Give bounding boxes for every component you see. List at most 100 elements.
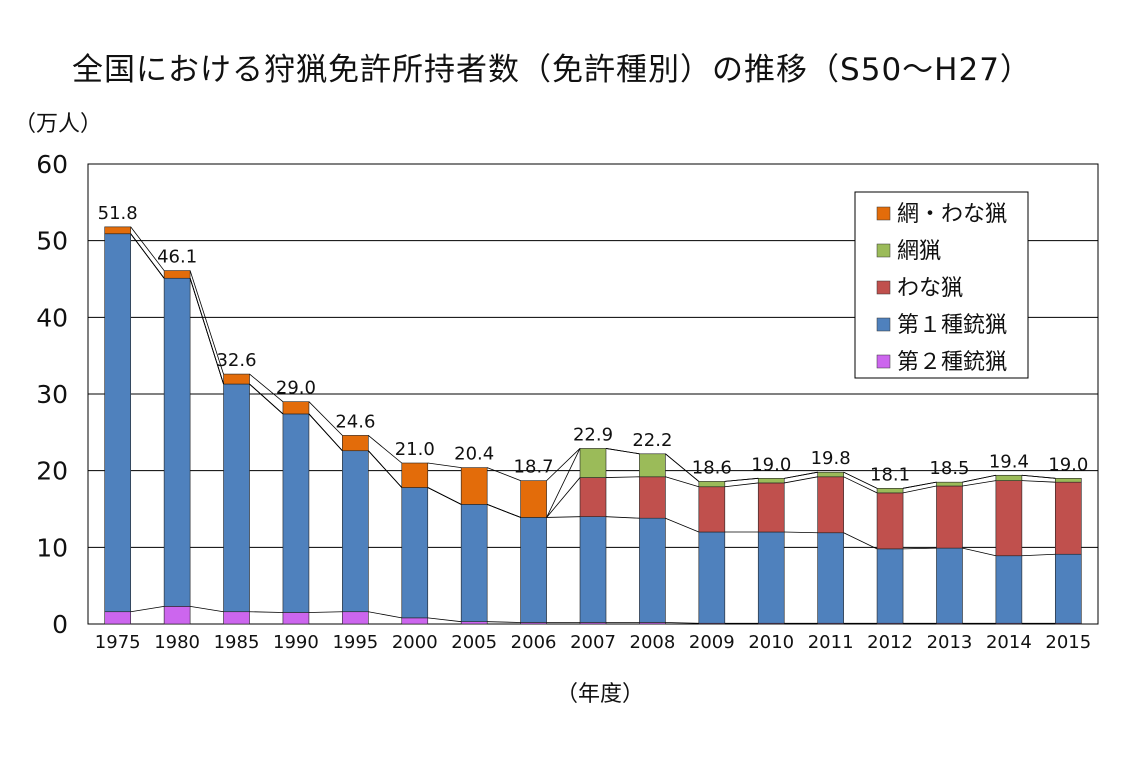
y-tick-label: 0 bbox=[52, 610, 68, 639]
bar-segment bbox=[817, 476, 844, 534]
data-label: 20.4 bbox=[454, 444, 494, 465]
series-line bbox=[189, 278, 224, 385]
series-line bbox=[308, 611, 343, 613]
bar-segment bbox=[282, 413, 310, 613]
data-label: 46.1 bbox=[157, 247, 197, 268]
legend-entry: 第２種銃猟 bbox=[897, 350, 1007, 375]
x-tick-label: 1985 bbox=[214, 632, 260, 653]
series-line bbox=[902, 481, 937, 489]
series-line bbox=[724, 477, 759, 482]
bar-segment bbox=[639, 517, 666, 623]
legend-entry: 網・わな猟 bbox=[897, 202, 1007, 227]
bar-segment bbox=[342, 450, 369, 613]
chart-title: 全国における狩猟免許所持者数（免許種別）の推移（S50〜H27） bbox=[72, 52, 1032, 88]
bar-segment bbox=[876, 492, 904, 550]
series-line bbox=[784, 471, 818, 479]
legend-swatch bbox=[876, 354, 891, 369]
data-label: 51.8 bbox=[98, 203, 138, 224]
bar-segment bbox=[698, 481, 726, 488]
data-label: 22.9 bbox=[573, 424, 613, 445]
bar-segment bbox=[104, 226, 132, 235]
series-line bbox=[130, 233, 165, 279]
series-line bbox=[427, 462, 462, 468]
x-tick-label: 2014 bbox=[986, 632, 1032, 653]
bar-segment bbox=[223, 611, 250, 625]
bar-segment bbox=[342, 435, 369, 452]
series-line bbox=[962, 547, 996, 557]
bar-segment bbox=[579, 448, 607, 478]
bar-segment bbox=[282, 612, 310, 625]
legend-entry: 網猟 bbox=[897, 239, 941, 264]
bar-segment bbox=[460, 504, 488, 622]
bar-segment bbox=[639, 476, 666, 519]
data-label: 18.5 bbox=[929, 458, 969, 479]
series-line bbox=[368, 435, 403, 464]
series-line bbox=[902, 485, 937, 494]
bar-segment bbox=[163, 270, 191, 279]
data-label: 19.4 bbox=[989, 451, 1029, 472]
bar-segment bbox=[342, 611, 369, 625]
data-label: 19.0 bbox=[1048, 454, 1088, 475]
y-tick-label: 10 bbox=[36, 533, 68, 562]
bar-segment bbox=[401, 487, 429, 619]
series-line bbox=[843, 476, 878, 494]
bar-segment bbox=[104, 611, 132, 625]
series-line bbox=[487, 621, 521, 623]
series-line bbox=[130, 226, 165, 271]
bar-segment bbox=[995, 480, 1023, 557]
data-label: 18.7 bbox=[514, 457, 554, 478]
x-tick-label: 2007 bbox=[570, 632, 616, 653]
bar-segment bbox=[757, 531, 785, 624]
series-line bbox=[368, 450, 403, 488]
series-line bbox=[190, 605, 224, 613]
series-line bbox=[368, 611, 402, 619]
data-label: 19.0 bbox=[751, 454, 791, 475]
bar-segment bbox=[936, 481, 963, 487]
data-label: 32.6 bbox=[216, 350, 256, 371]
bar-segment bbox=[936, 547, 963, 624]
series-line bbox=[665, 622, 699, 624]
x-tick-label: 2000 bbox=[392, 632, 438, 653]
bar-segment bbox=[1054, 481, 1082, 555]
series-line bbox=[487, 504, 521, 518]
series-line bbox=[843, 471, 878, 489]
bar-segment bbox=[757, 478, 785, 484]
bar-segment bbox=[817, 471, 844, 478]
bar-segment bbox=[460, 467, 488, 505]
data-label: 19.8 bbox=[811, 448, 851, 469]
bar-segment bbox=[995, 474, 1023, 481]
bar-segment bbox=[282, 401, 310, 415]
series-line bbox=[665, 517, 699, 533]
series-line bbox=[546, 448, 581, 518]
x-tick-label: 2005 bbox=[451, 632, 497, 653]
bar-segment bbox=[698, 486, 726, 533]
series-line bbox=[843, 532, 878, 550]
x-tick-label: 1990 bbox=[273, 632, 319, 653]
data-label: 18.1 bbox=[870, 464, 910, 485]
bar-segment bbox=[757, 482, 785, 533]
legend-swatch bbox=[876, 280, 891, 295]
bar-segment bbox=[163, 277, 191, 607]
x-tick-label: 2013 bbox=[927, 632, 973, 653]
legend-swatch bbox=[876, 317, 891, 332]
bar-segment bbox=[223, 373, 250, 385]
bar-segment bbox=[1054, 478, 1082, 483]
series-line bbox=[249, 611, 283, 613]
series-line bbox=[546, 477, 581, 518]
x-tick-label: 2015 bbox=[1045, 632, 1091, 653]
series-line bbox=[784, 531, 818, 534]
series-line bbox=[962, 480, 996, 487]
x-tick-label: 2011 bbox=[808, 632, 854, 653]
bar-segment bbox=[579, 477, 607, 517]
series-line bbox=[962, 474, 996, 483]
series-line bbox=[427, 487, 462, 505]
series-line bbox=[427, 617, 462, 623]
series-line bbox=[724, 482, 759, 488]
data-label: 21.0 bbox=[395, 439, 435, 460]
bar-segment bbox=[639, 453, 666, 478]
bar-segment bbox=[698, 531, 726, 624]
bar-segment bbox=[460, 621, 488, 625]
bar-segment bbox=[936, 485, 963, 549]
x-tick-label: 1995 bbox=[332, 632, 378, 653]
